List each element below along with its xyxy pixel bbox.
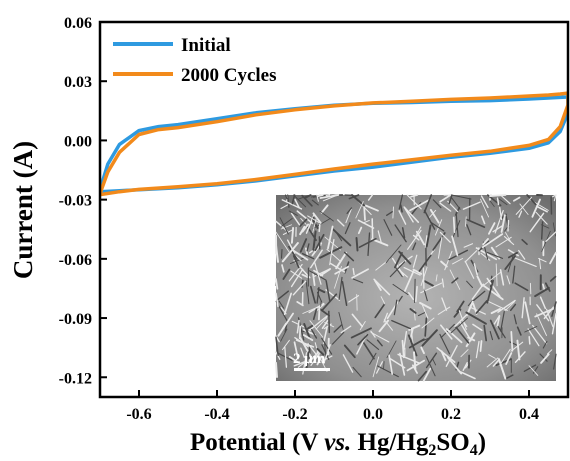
y-tick-label: -0.09 (59, 311, 92, 328)
y-tick-label: 0.03 (64, 74, 92, 91)
x-tick-label: 0.4 (519, 406, 539, 423)
x-tick-label: -0.4 (204, 406, 229, 423)
scale-bar-label: 2 μm (293, 351, 326, 367)
legend-label-2000-cycles: 2000 Cycles (181, 65, 277, 86)
sem-inset-image: 2 μm (275, 194, 557, 382)
y-tick-label: 0.06 (64, 15, 92, 32)
x-tick-label: 0.2 (441, 406, 461, 423)
x-axis-title: Potential (V vs. Hg/Hg2SO4) (190, 429, 486, 459)
plot-frame (98, 20, 570, 399)
legend: Initial 2000 Cycles (113, 35, 277, 86)
y-axis: 0.06 0.03 0.00 -0.03 -0.06 -0.09 -0.12 (59, 15, 107, 387)
x-tick-label: -0.2 (282, 406, 307, 423)
x-tick-label: -0.6 (126, 406, 151, 423)
scale-bar (294, 368, 330, 371)
y-tick-label: 0.00 (64, 133, 92, 150)
x-axis: -0.6 -0.4 -0.2 0.0 0.2 0.4 (126, 390, 539, 423)
y-tick-label: -0.12 (59, 370, 92, 387)
x-tick-label: 0.0 (363, 406, 383, 423)
series-line-2000-cycles (100, 91, 568, 197)
legend-label-initial: Initial (181, 35, 231, 56)
y-tick-label: -0.03 (59, 193, 92, 210)
y-axis-title: Current (A) (8, 141, 38, 279)
y-tick-label: -0.06 (59, 252, 92, 269)
series-line-initial (100, 95, 568, 194)
